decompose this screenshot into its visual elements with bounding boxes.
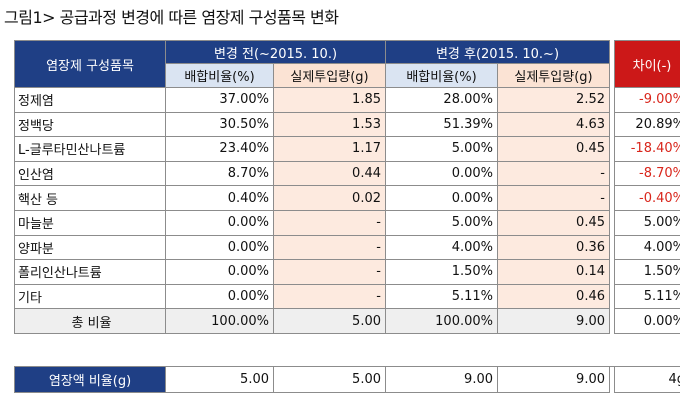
total-row-name: 총 비율	[14, 309, 166, 334]
header-diff: 차이(-)	[614, 40, 680, 88]
total-row-before-amount: 5.00	[274, 309, 386, 334]
table-row-before-amount: -	[274, 284, 386, 310]
table-row-before-amount: -	[274, 235, 386, 261]
table-row-before-ratio: 30.50%	[166, 112, 274, 138]
table-row-after-ratio: 0.00%	[386, 186, 498, 211]
summary-row: 염장액 비율(g) 5.00 5.00 9.00 9.00 4g	[14, 366, 680, 393]
table-row-name: 폴리인산나트륨	[14, 260, 166, 285]
subheader-before-ratio: 배합비율(%)	[166, 64, 274, 88]
summary-before-amount: 5.00	[274, 366, 386, 393]
subheader-after-amount: 실제투입량(g)	[498, 64, 610, 88]
figure-title: 그림1> 공급과정 변경에 따른 염장제 구성품목 변화	[4, 8, 339, 27]
table-row-after-amount: 0.46	[498, 284, 610, 310]
table-row-after-amount: 0.45	[498, 210, 610, 236]
summary-diff: 4g	[614, 366, 680, 393]
header-item: 염장제 구성품목	[14, 40, 166, 88]
table-row-before-ratio: 23.40%	[166, 137, 274, 162]
table-row-after-ratio: 5.00%	[386, 210, 498, 236]
table-row-before-amount: 1.85	[274, 88, 386, 113]
table-row-after-ratio: 1.50%	[386, 260, 498, 285]
summary-after-ratio: 9.00	[386, 366, 498, 393]
table-row-before-amount: -	[274, 260, 386, 285]
table-row-after-amount: 0.45	[498, 137, 610, 162]
table-row-after-ratio: 5.11%	[386, 284, 498, 310]
table-row-before-amount: -	[274, 210, 386, 236]
table-row-before-ratio: 37.00%	[166, 88, 274, 113]
table-row-after-amount: -	[498, 186, 610, 211]
table-row-before-amount: 1.53	[274, 112, 386, 138]
table-row-after-amount: 0.14	[498, 260, 610, 285]
table-row-diff: 4.00%	[614, 235, 680, 261]
table-row-diff: -8.70%	[614, 161, 680, 187]
table-row-name: 핵산 등	[14, 186, 166, 211]
table-row-name: 인산염	[14, 161, 166, 187]
table-row-diff: -9.00%	[614, 88, 680, 113]
table-row-name: L-글루타민산나트륨	[14, 137, 166, 162]
table-row-after-amount: 0.36	[498, 235, 610, 261]
column-gap	[610, 40, 614, 334]
table-row-after-amount: 2.52	[498, 88, 610, 113]
table-row-after-amount: 4.63	[498, 112, 610, 138]
total-row-diff: 0.00%	[614, 309, 680, 334]
total-row-before-ratio: 100.00%	[166, 309, 274, 334]
table-row-after-ratio: 0.00%	[386, 161, 498, 187]
table-row-after-amount: -	[498, 161, 610, 187]
header-before: 변경 전(~2015. 10.)	[166, 40, 386, 64]
total-row-after-amount: 9.00	[498, 309, 610, 334]
table-row-diff: 5.11%	[614, 284, 680, 310]
table-row-before-ratio: 0.00%	[166, 260, 274, 285]
table-row-name: 양파분	[14, 235, 166, 261]
table-row-diff: 20.89%	[614, 112, 680, 138]
table-row-before-ratio: 0.40%	[166, 186, 274, 211]
total-row-after-ratio: 100.00%	[386, 309, 498, 334]
table-row-diff: 1.50%	[614, 260, 680, 285]
subheader-after-ratio: 배합비율(%)	[386, 64, 498, 88]
column-gap	[610, 366, 614, 393]
table-row-diff: -18.40%	[614, 137, 680, 162]
summary-label: 염장액 비율(g)	[14, 366, 166, 393]
table-row-name: 정제염	[14, 88, 166, 113]
table-row-name: 마늘분	[14, 210, 166, 236]
table-row-after-ratio: 5.00%	[386, 137, 498, 162]
composition-table: 염장제 구성품목 변경 전(~2015. 10.) 변경 후(2015. 10.…	[14, 40, 680, 334]
header-after: 변경 후(2015. 10.~)	[386, 40, 610, 64]
table-row-diff: -0.40%	[614, 186, 680, 211]
table-row-after-ratio: 28.00%	[386, 88, 498, 113]
table-row-name: 기타	[14, 284, 166, 310]
table-row-before-ratio: 0.00%	[166, 235, 274, 261]
table-row-diff: 5.00%	[614, 210, 680, 236]
table-row-after-ratio: 4.00%	[386, 235, 498, 261]
summary-before-ratio: 5.00	[166, 366, 274, 393]
table-row-before-amount: 1.17	[274, 137, 386, 162]
subheader-before-amount: 실제투입량(g)	[274, 64, 386, 88]
summary-after-amount: 9.00	[498, 366, 610, 393]
table-row-name: 정백당	[14, 112, 166, 138]
table-row-before-ratio: 8.70%	[166, 161, 274, 187]
table-row-before-ratio: 0.00%	[166, 284, 274, 310]
table-row-before-ratio: 0.00%	[166, 210, 274, 236]
table-row-before-amount: 0.44	[274, 161, 386, 187]
table-row-before-amount: 0.02	[274, 186, 386, 211]
table-row-after-ratio: 51.39%	[386, 112, 498, 138]
